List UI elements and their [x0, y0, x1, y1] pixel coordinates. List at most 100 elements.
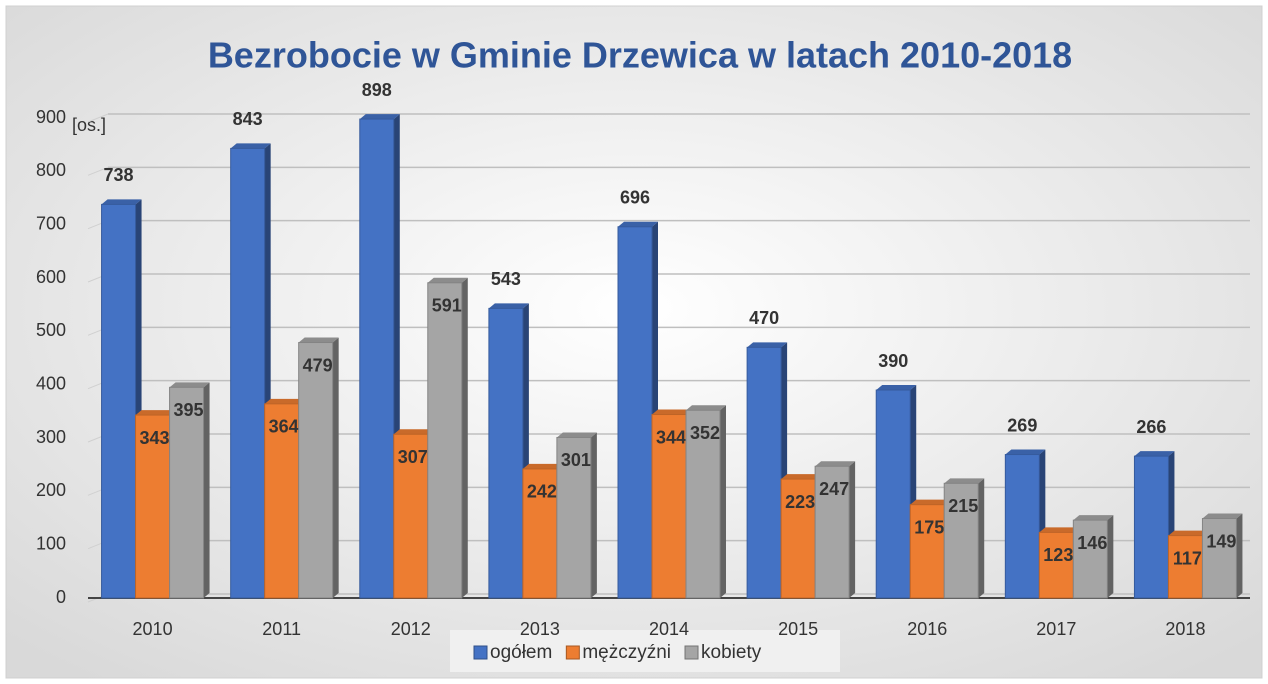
bar-top	[135, 410, 176, 416]
bar-top	[1168, 530, 1209, 536]
y-tick-label: 700	[36, 213, 66, 233]
y-tick-label: 400	[36, 373, 66, 393]
bar-top	[1005, 449, 1046, 455]
bar	[875, 389, 911, 599]
value-label: 364	[269, 417, 299, 437]
value-label: 146	[1077, 533, 1107, 553]
grid-line-side	[87, 113, 109, 123]
legend-swatch	[684, 645, 699, 660]
bar-top	[393, 429, 434, 435]
value-label: 479	[303, 355, 333, 375]
legend-swatch	[565, 645, 580, 660]
bar-side	[1236, 513, 1243, 598]
value-label: 696	[620, 188, 650, 208]
value-label: 843	[233, 109, 263, 129]
bar-side	[849, 461, 856, 598]
bar	[427, 282, 463, 599]
value-label: 343	[140, 428, 170, 448]
bar-top	[1134, 451, 1175, 457]
x-tick-label: 2010	[133, 619, 173, 639]
bar	[814, 465, 850, 599]
legend-label: ogółem	[490, 642, 552, 663]
value-label: 395	[174, 400, 204, 420]
y-tick-label: 0	[56, 587, 66, 607]
bar-side	[590, 432, 597, 598]
value-label: 117	[1173, 548, 1202, 568]
x-tick-label: 2012	[391, 619, 431, 639]
y-tick-label: 300	[36, 427, 66, 447]
bar	[1038, 531, 1074, 599]
bar	[230, 147, 266, 599]
legend-label: mężczyźni	[582, 642, 671, 663]
value-label: 344	[656, 427, 686, 447]
x-tick-label: 2013	[520, 619, 560, 639]
legend-swatch	[473, 645, 488, 660]
value-label: 543	[491, 269, 521, 289]
bar	[685, 409, 721, 599]
y-tick-label: 900	[36, 107, 66, 127]
bar-top	[1202, 513, 1243, 519]
y-tick-label: 200	[36, 480, 66, 500]
bar-top	[618, 221, 658, 227]
bar-top	[298, 337, 339, 343]
x-tick-label: 2016	[907, 619, 947, 639]
value-label: 175	[914, 517, 944, 537]
bar-top	[781, 474, 822, 480]
bar	[909, 504, 945, 599]
bar	[1167, 535, 1203, 599]
value-label: 247	[819, 479, 849, 499]
value-label: 470	[749, 308, 779, 328]
y-tick-label: 100	[36, 533, 66, 553]
bar-top	[101, 199, 142, 205]
bar-top	[910, 499, 951, 505]
value-label: 266	[1136, 417, 1166, 437]
bar	[1072, 519, 1108, 599]
bar	[1004, 454, 1040, 599]
value-label: 242	[527, 482, 557, 502]
chart-title: Bezrobocie w Gminie Drzewica w latach 20…	[208, 35, 1072, 76]
bar-top	[556, 432, 597, 438]
bar	[1201, 518, 1237, 599]
bar	[556, 436, 592, 599]
bar-side	[461, 277, 468, 598]
x-tick-label: 2014	[649, 619, 689, 639]
value-label: 223	[785, 492, 815, 512]
value-label: 591	[432, 296, 462, 316]
bar-top	[1039, 527, 1080, 533]
value-label: 215	[948, 496, 978, 516]
y-axis-label: [os.]	[72, 115, 106, 135]
bar-top	[944, 478, 985, 484]
value-label: 738	[104, 165, 134, 185]
y-tick-label: 800	[36, 160, 66, 180]
bar	[780, 478, 816, 599]
value-label: 898	[362, 80, 392, 100]
bar-top	[264, 398, 305, 404]
legend-label: kobiety	[701, 642, 762, 663]
bar-side	[1107, 515, 1114, 598]
bar	[1133, 455, 1169, 599]
value-label: 269	[1007, 415, 1037, 435]
bar	[169, 386, 205, 599]
bar-top	[230, 143, 271, 149]
y-tick-label: 600	[36, 267, 66, 287]
bar	[651, 414, 687, 599]
bar-top	[652, 409, 692, 415]
bar	[101, 203, 137, 599]
bar	[135, 414, 171, 599]
value-label: 307	[398, 447, 428, 467]
bar-side	[203, 382, 210, 598]
bar-top	[359, 114, 400, 120]
bar	[488, 307, 524, 599]
bar	[943, 482, 979, 599]
bar-top	[169, 382, 210, 388]
grid-line-side	[87, 166, 109, 176]
bar-side	[720, 405, 726, 598]
bar-side	[332, 337, 339, 598]
value-label: 149	[1206, 531, 1236, 551]
x-tick-label: 2011	[262, 619, 301, 639]
y-tick-label: 500	[36, 320, 66, 340]
bar-top	[488, 303, 529, 309]
value-label: 390	[878, 351, 908, 371]
x-tick-label: 2015	[778, 619, 818, 639]
bar-top	[815, 461, 856, 467]
